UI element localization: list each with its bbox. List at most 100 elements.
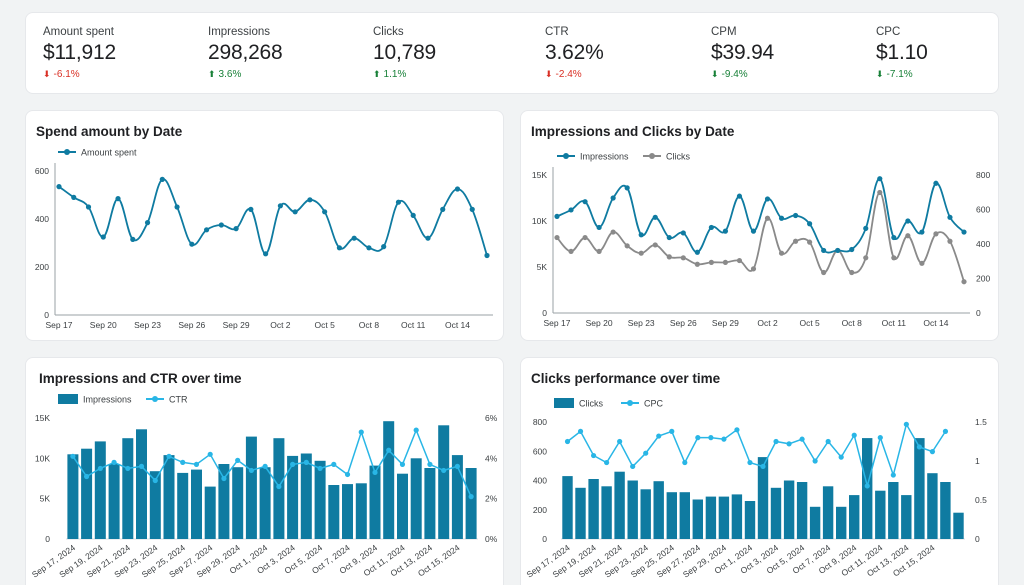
kpi-delta: ⬇ -9.4% <box>711 69 774 80</box>
bar <box>901 495 912 539</box>
series-1-legend-label: Clicks <box>666 152 690 162</box>
data-point <box>203 227 210 233</box>
data-point <box>366 245 372 251</box>
data-point <box>961 229 967 235</box>
kpi-ctr: CTR 3.62% ⬇ -2.4% <box>545 26 604 80</box>
kpi-delta-value: -9.4% <box>721 69 748 80</box>
data-point <box>851 432 857 438</box>
series-line-legend-marker <box>627 400 633 406</box>
bar <box>191 469 202 539</box>
data-point <box>708 435 714 441</box>
data-point <box>669 428 675 434</box>
data-point <box>863 255 869 261</box>
bar <box>465 468 477 539</box>
data-point <box>207 451 213 457</box>
chart-title: Impressions and CTR over time <box>39 371 242 386</box>
kpi-delta-value: 1.1% <box>383 69 407 80</box>
data-point <box>564 438 571 445</box>
kpi-label: CTR <box>545 26 569 38</box>
data-point <box>933 231 939 237</box>
data-point <box>469 206 475 212</box>
data-point <box>372 469 378 476</box>
data-point <box>307 197 313 203</box>
data-point <box>747 459 753 466</box>
bar <box>744 501 756 539</box>
data-point <box>849 269 855 276</box>
series-line-cpc <box>567 422 947 489</box>
bar <box>849 495 860 539</box>
x-tick-label: Sep 23 <box>134 320 161 330</box>
bar <box>218 464 230 539</box>
data-point <box>125 465 131 472</box>
data-point <box>577 428 584 434</box>
data-point <box>189 241 195 247</box>
y-tick-label: 0 <box>542 308 547 318</box>
data-point <box>682 459 688 466</box>
data-point <box>905 233 911 239</box>
kpi-delta: ⬆ 3.6% <box>208 69 283 80</box>
x-tick-label: Oct 2 <box>270 320 291 330</box>
bar <box>355 483 367 539</box>
bar <box>314 460 326 539</box>
data-point <box>961 279 967 285</box>
bar <box>875 490 886 539</box>
data-point <box>891 234 897 241</box>
bar <box>94 441 106 539</box>
bar <box>383 421 395 539</box>
data-point <box>666 254 672 260</box>
data-point <box>821 247 827 254</box>
y-right-tick-label: 0.5 <box>975 495 987 505</box>
data-point <box>322 209 328 215</box>
data-point <box>303 459 309 465</box>
data-point <box>317 465 323 472</box>
data-point <box>144 220 151 226</box>
bar <box>451 455 463 539</box>
data-point <box>760 463 766 470</box>
data-point <box>643 450 649 456</box>
data-point <box>764 215 771 221</box>
chart-title: Spend amount by Date <box>36 124 183 139</box>
bar <box>562 476 573 539</box>
bar <box>705 496 717 539</box>
arrow-up-icon: ⬆ <box>373 69 381 79</box>
data-point <box>734 427 740 433</box>
bar <box>397 473 408 539</box>
data-point <box>292 209 298 215</box>
bar <box>108 464 120 539</box>
data-point <box>468 494 474 500</box>
data-point <box>656 433 662 439</box>
arrow-down-icon: ⬇ <box>711 69 719 79</box>
data-point <box>695 435 701 441</box>
data-point <box>290 461 296 467</box>
bar <box>679 492 690 539</box>
data-point <box>863 225 869 231</box>
bar <box>822 486 834 539</box>
kpi-value: 10,789 <box>373 41 437 64</box>
kpi-impressions: Impressions 298,268 ⬆ 3.6% <box>208 26 283 80</box>
kpi-amount-spent: Amount spent $11,912 ⬇ -6.1% <box>43 26 116 80</box>
kpi-label: Clicks <box>373 26 404 38</box>
y-tick-label: 5K <box>40 494 51 504</box>
data-point <box>638 232 644 238</box>
bar <box>601 486 612 539</box>
x-tick-label: Oct 14 <box>445 320 470 330</box>
x-tick-label: Sep 20 <box>90 320 117 330</box>
bar <box>245 436 257 539</box>
data-point <box>413 427 419 433</box>
data-point <box>115 196 121 202</box>
data-point <box>764 196 771 202</box>
bar <box>757 457 769 539</box>
x-tick-label: Sep 17 <box>46 320 73 330</box>
bar <box>692 499 703 539</box>
x-tick-label: Sep 17 <box>544 318 571 328</box>
data-point <box>336 245 343 251</box>
kpi-label: CPC <box>876 26 901 38</box>
bar <box>232 467 244 539</box>
y-right-tick-label: 0 <box>976 308 981 318</box>
x-tick-label: Oct 14 <box>923 318 948 328</box>
bar <box>424 468 436 539</box>
data-point <box>174 204 180 210</box>
x-tick-label: Sep 26 <box>178 320 205 330</box>
kpi-label: Amount spent <box>43 26 114 38</box>
arrow-up-icon: ⬆ <box>208 69 216 79</box>
